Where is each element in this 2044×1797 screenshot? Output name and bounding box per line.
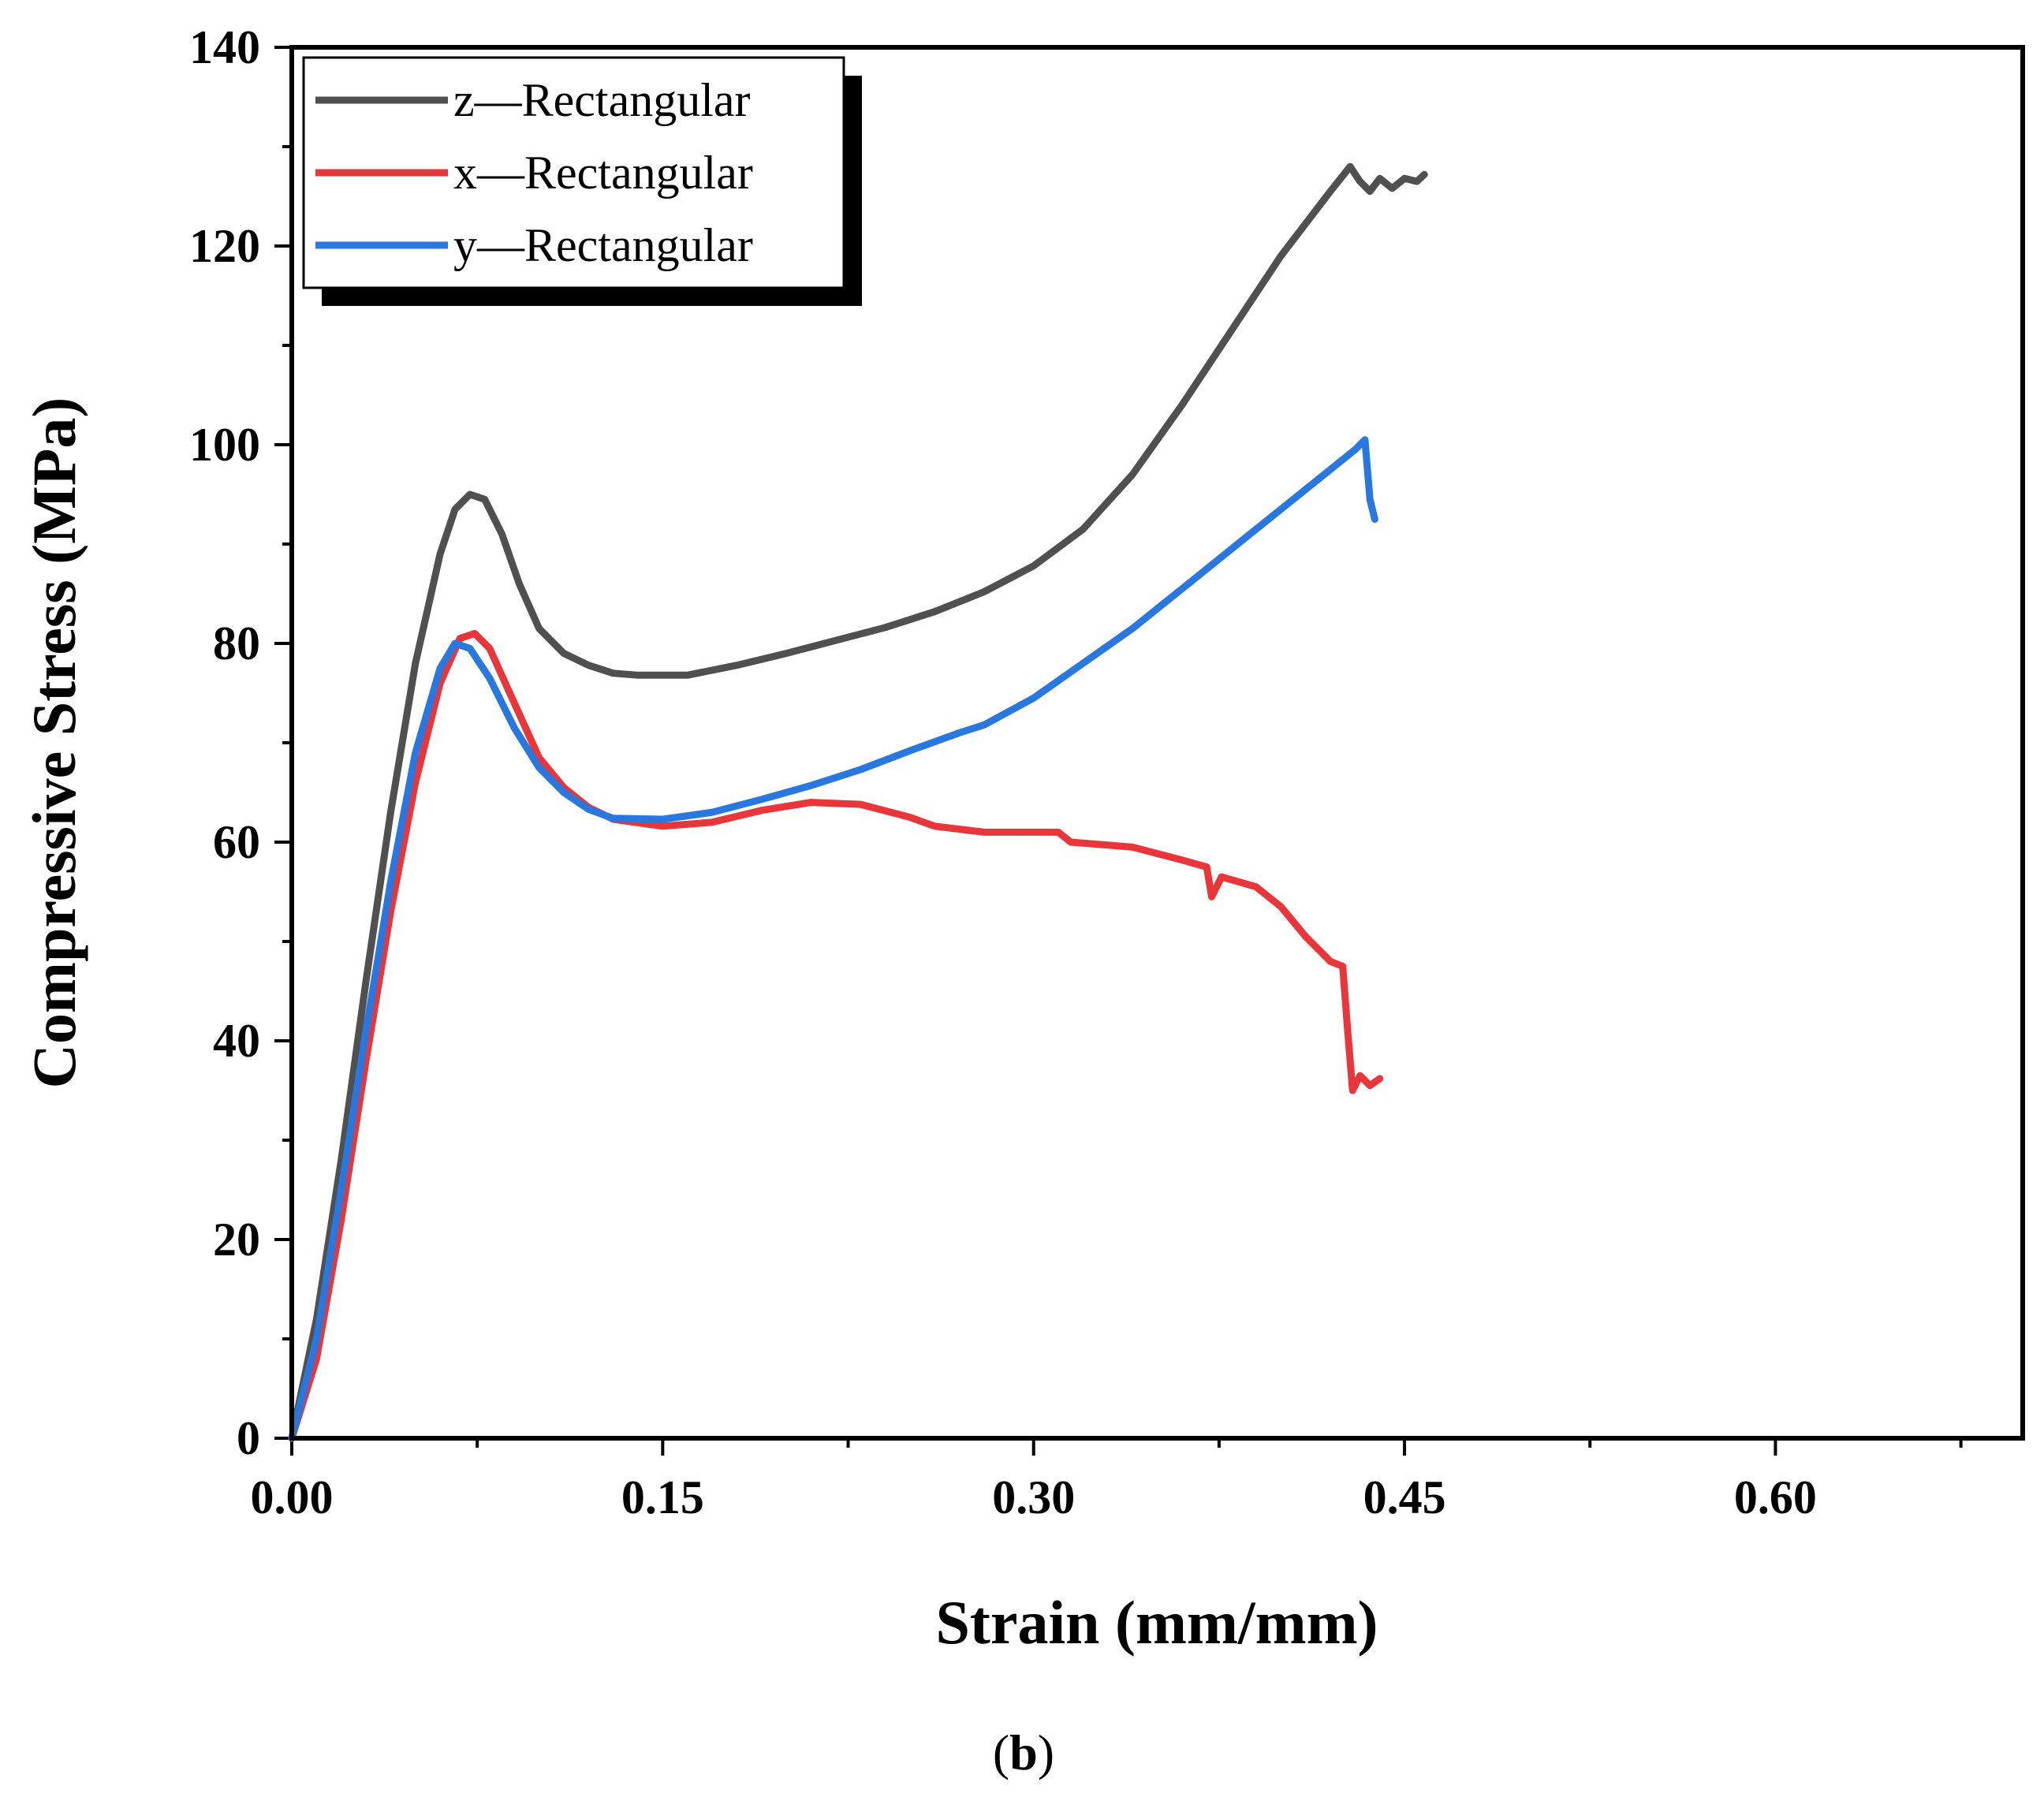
legend-label-1: x—Rectangular xyxy=(453,147,753,199)
caption-open-paren: ( xyxy=(993,1724,1009,1780)
series-lines xyxy=(288,162,1428,1442)
series-line-0 xyxy=(288,162,1428,1442)
x-axis-title: Strain (mm/mm) xyxy=(935,1588,1378,1657)
y-tick-label-5: 100 xyxy=(189,419,260,471)
x-tick-label-1: 0.15 xyxy=(621,1471,704,1523)
y-tick-labels: 0 20 40 60 80 100 120 140 xyxy=(189,21,260,1464)
y-tick-label-1: 20 xyxy=(213,1214,260,1266)
y-tick-label-6: 120 xyxy=(189,220,260,272)
legend-label-2: y—Rectangular xyxy=(453,219,753,271)
y-axis-title: Compressive Stress (MPa) xyxy=(20,397,88,1089)
y-tick-label-2: 40 xyxy=(213,1015,260,1067)
figure-caption: (b) xyxy=(993,1724,1054,1780)
x-tick-label-0: 0.00 xyxy=(251,1471,334,1523)
caption-close-paren: ) xyxy=(1038,1724,1054,1780)
y-tick-label-3: 60 xyxy=(213,816,260,868)
y-tick-label-7: 140 xyxy=(189,21,260,73)
y-tick-label-0: 0 xyxy=(237,1412,260,1464)
x-tick-label-2: 0.30 xyxy=(992,1471,1075,1523)
legend-label-0: z—Rectangular xyxy=(453,74,751,126)
series-line-2 xyxy=(288,436,1378,1442)
caption-letter: b xyxy=(1009,1724,1038,1780)
legend: z—Rectangular x—Rectangular y—Rectangular xyxy=(302,56,862,306)
x-tick-label-3: 0.45 xyxy=(1363,1471,1446,1523)
x-tick-labels: 0.00 0.15 0.30 0.45 0.60 xyxy=(251,1471,1817,1523)
plot-frame xyxy=(289,45,2025,1441)
series-line-1 xyxy=(288,629,1384,1442)
x-tick-label-4: 0.60 xyxy=(1734,1471,1817,1523)
y-tick-label-4: 80 xyxy=(213,617,260,669)
